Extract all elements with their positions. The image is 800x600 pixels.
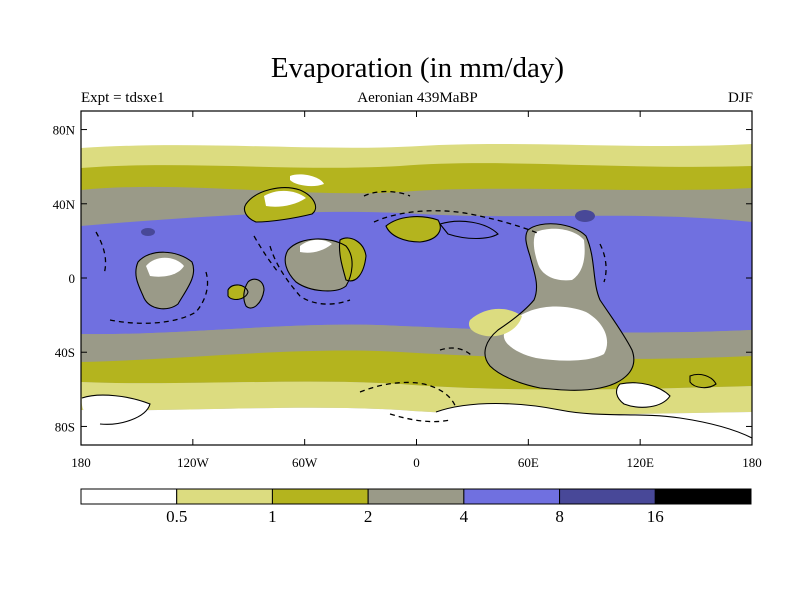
- map-title: Evaporation (in mm/day): [270, 52, 565, 84]
- colorbar-swatch: [176, 488, 273, 505]
- period-label: Aeronian 439MaBP: [357, 90, 478, 106]
- shelf-outlines: [95, 190, 607, 423]
- y-axis: 80N 40N 0 40S 80S: [53, 123, 752, 434]
- colorbar-swatch: [271, 488, 369, 505]
- y-tick-label: 40S: [55, 345, 75, 360]
- colorbar-label: 4: [460, 507, 469, 526]
- x-tick-label: 120E: [626, 455, 654, 470]
- x-axis: 180 120W 60W 0 60E 120E 180: [71, 111, 762, 470]
- y-tick-label: 80N: [53, 123, 76, 138]
- colorbar-swatch: [559, 488, 656, 505]
- colorbar-swatch: [654, 488, 752, 505]
- x-tick-label: 0: [413, 455, 420, 470]
- x-tick-label: 60W: [292, 455, 318, 470]
- colorbar-label: 0.5: [166, 507, 187, 526]
- season-label: DJF: [727, 90, 753, 106]
- y-tick-label: 0: [69, 271, 76, 286]
- x-tick-label: 180: [742, 455, 762, 470]
- colorbar-swatch: [463, 488, 561, 505]
- y-tick-label: 80S: [55, 419, 75, 434]
- x-tick-label: 60E: [518, 455, 539, 470]
- experiment-label: Expt = tdsxe1: [81, 90, 165, 106]
- colorbar-label: 16: [647, 507, 664, 526]
- y-tick-label: 40N: [53, 197, 76, 212]
- colorbar-swatch: [367, 488, 465, 505]
- colorbar-label: 8: [555, 507, 564, 526]
- x-tick-label: 180: [71, 455, 91, 470]
- colorbar-label: 1: [268, 507, 277, 526]
- coastlines: [81, 187, 752, 439]
- colorbar-swatch: [80, 488, 178, 505]
- colorbar: 0.5 1 2 4 8 16: [80, 488, 752, 526]
- colorbar-label: 2: [364, 507, 373, 526]
- evaporation-field: [81, 111, 752, 445]
- x-tick-label: 120W: [177, 455, 210, 470]
